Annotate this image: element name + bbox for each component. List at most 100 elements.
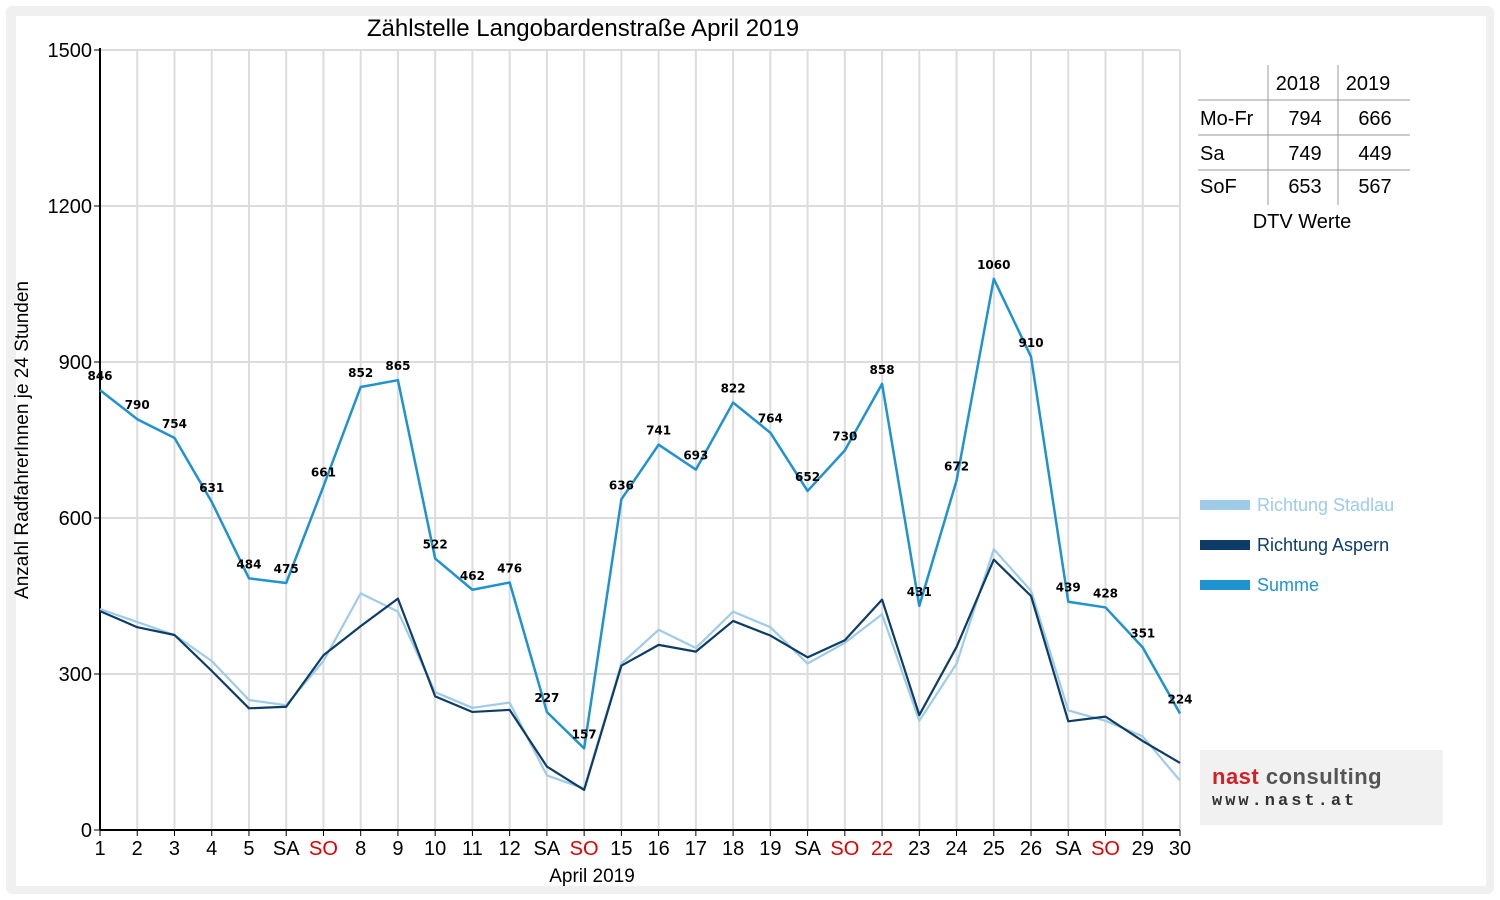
data-label: 475 xyxy=(274,562,299,576)
legend-swatch xyxy=(1200,580,1250,590)
y-tick-label: 900 xyxy=(59,352,92,374)
data-label: 865 xyxy=(385,359,410,373)
x-tick-label: 15 xyxy=(610,838,632,860)
y-tick-label: 0 xyxy=(81,820,92,842)
x-tick-label: 18 xyxy=(722,838,744,860)
nast-consulting-logo: nast consulting www.nast.at xyxy=(1200,750,1443,825)
data-label: 428 xyxy=(1093,586,1118,600)
dtv-row-label: Sa xyxy=(1200,143,1225,165)
dtv-cell: 749 xyxy=(1288,143,1321,165)
data-label: 741 xyxy=(646,424,671,438)
dtv-cell: 666 xyxy=(1358,108,1391,130)
y-axis-label: Anzahl RadfahrerInnen je 24 Stunden xyxy=(12,281,33,599)
data-label: 754 xyxy=(162,417,187,431)
logo-brand-nast: nast xyxy=(1212,764,1260,789)
data-label: 431 xyxy=(907,585,932,599)
data-label: 439 xyxy=(1056,581,1081,595)
x-tick-label: 9 xyxy=(392,838,403,860)
data-label: 790 xyxy=(125,398,150,412)
data-label: 730 xyxy=(832,429,857,443)
x-tick-label: 5 xyxy=(243,838,254,860)
data-label: 672 xyxy=(944,460,969,474)
data-label: 652 xyxy=(795,470,820,484)
data-label: 462 xyxy=(460,569,485,583)
dtv-caption: DTV Werte xyxy=(1253,211,1352,233)
x-tick-label: SA xyxy=(534,838,561,860)
dtv-cell: 567 xyxy=(1358,176,1391,198)
x-tick-label: 4 xyxy=(206,838,217,860)
y-tick-label: 1500 xyxy=(48,40,93,62)
data-label: 822 xyxy=(721,382,746,396)
x-tick-label: 23 xyxy=(908,838,930,860)
series-line-richtung-stadlau xyxy=(99,548,1181,790)
legend: Richtung Stadlau Richtung Aspern Summe xyxy=(1200,495,1394,595)
data-label: 631 xyxy=(199,481,224,495)
legend-swatch xyxy=(1200,500,1250,510)
dtv-table: 2018 2019 Mo-Fr 794 666 Sa 749 449 SoF 6… xyxy=(1198,65,1410,233)
legend-label: Summe xyxy=(1257,575,1319,595)
legend-label: Richtung Stadlau xyxy=(1257,495,1394,515)
series-line-richtung-aspern xyxy=(99,558,1181,792)
x-tick-label: SO xyxy=(570,838,599,860)
x-tick-label: 25 xyxy=(983,838,1005,860)
data-label: 1060 xyxy=(977,258,1010,272)
x-tick-label: 26 xyxy=(1020,838,1042,860)
x-tick-label: 24 xyxy=(945,838,967,860)
x-tick-label: 17 xyxy=(685,838,707,860)
data-label: 157 xyxy=(572,727,597,741)
dtv-row-label: Mo-Fr xyxy=(1200,108,1254,130)
chart-panel xyxy=(16,16,1486,886)
data-label: 227 xyxy=(534,691,559,705)
data-labels: 846 790 754 631 484 475 661 852 865 522 462 476 227 1… xyxy=(87,258,1192,742)
logo-brand: nast consulting xyxy=(1212,764,1382,790)
x-axis-label: April 2019 xyxy=(549,866,635,887)
x-tick-label: 12 xyxy=(499,838,521,860)
x-tick-label: 2 xyxy=(132,838,143,860)
dtv-cell: 794 xyxy=(1288,108,1321,130)
x-tick-label: SO xyxy=(309,838,338,860)
x-tick-label: 16 xyxy=(647,838,669,860)
data-label: 351 xyxy=(1130,626,1155,640)
data-label: 852 xyxy=(348,366,373,380)
dtv-cell: 653 xyxy=(1288,176,1321,198)
data-label: 910 xyxy=(1019,336,1044,350)
series-line-summe xyxy=(99,277,1182,750)
data-label: 693 xyxy=(683,449,708,463)
grid xyxy=(100,49,1181,830)
x-tick-label: SO xyxy=(830,838,859,860)
x-tick-label: 8 xyxy=(355,838,366,860)
x-tick-label: SO xyxy=(1091,838,1120,860)
legend-swatch xyxy=(1200,540,1250,550)
x-tick-label: 19 xyxy=(759,838,781,860)
logo-url: www.nast.at xyxy=(1212,792,1358,811)
data-label: 846 xyxy=(87,369,112,383)
dtv-header-2019: 2019 xyxy=(1346,73,1391,95)
data-label: 224 xyxy=(1167,693,1192,707)
y-tick-label: 1200 xyxy=(48,196,93,218)
chart-title: Zählstelle Langobardenstraße April 2019 xyxy=(367,15,799,42)
x-tick-label: 22 xyxy=(871,838,893,860)
logo-brand-consulting: consulting xyxy=(1265,764,1383,789)
dtv-cell: 449 xyxy=(1358,143,1391,165)
dtv-header-2018: 2018 xyxy=(1276,73,1321,95)
data-label: 661 xyxy=(311,465,336,479)
data-label: 476 xyxy=(497,561,522,575)
x-tick-label: 29 xyxy=(1132,838,1154,860)
dtv-row-label: SoF xyxy=(1200,176,1237,198)
x-tick-label: SA xyxy=(1055,838,1082,860)
x-tick-label: SA xyxy=(273,838,300,860)
x-tick-label: 30 xyxy=(1169,838,1191,860)
x-tick-label: SA xyxy=(794,838,821,860)
x-tick-label: 1 xyxy=(94,838,105,860)
data-label: 522 xyxy=(423,538,448,552)
data-label: 484 xyxy=(236,557,261,571)
chart-frame xyxy=(6,6,1494,894)
legend-label: Richtung Aspern xyxy=(1257,535,1389,555)
x-tick-label: 11 xyxy=(462,838,483,860)
y-tick-label: 300 xyxy=(59,664,92,686)
data-label: 636 xyxy=(609,478,634,492)
x-tick-label: 10 xyxy=(424,838,446,860)
series-lines xyxy=(99,277,1182,792)
